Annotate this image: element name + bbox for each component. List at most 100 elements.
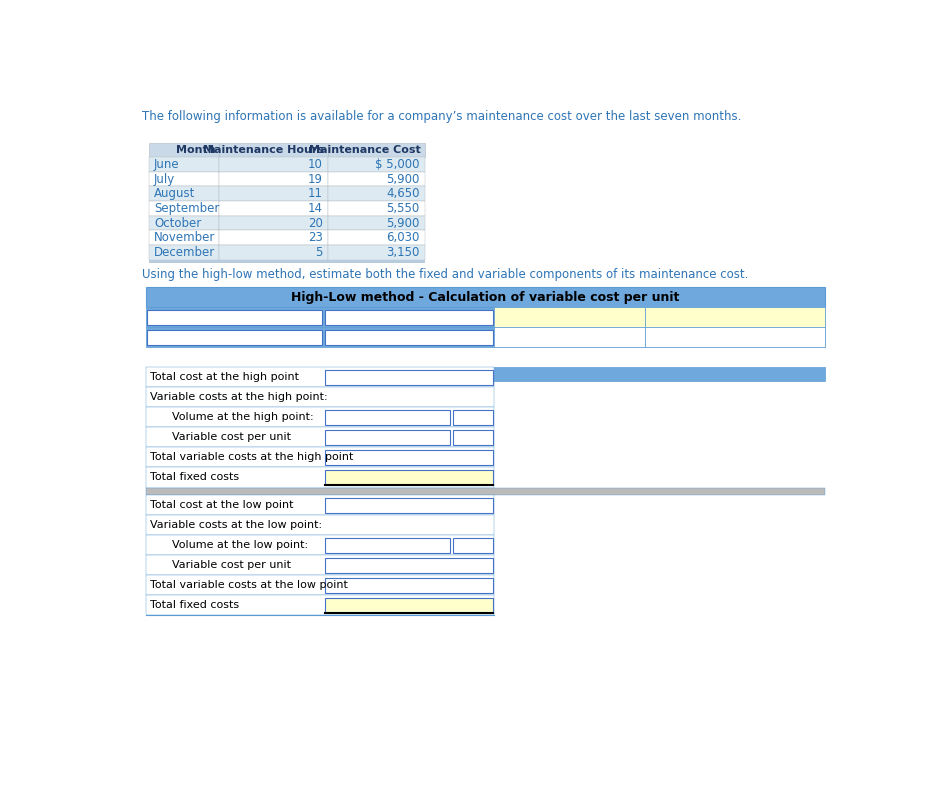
Bar: [494, 536, 825, 555]
Bar: [146, 555, 494, 575]
Bar: [326, 498, 492, 513]
Bar: [146, 515, 494, 536]
Bar: [146, 536, 494, 555]
Text: 6,030: 6,030: [386, 231, 420, 244]
Bar: [328, 216, 424, 231]
Bar: [326, 410, 450, 425]
Text: 19: 19: [308, 172, 323, 186]
Bar: [326, 558, 492, 573]
Bar: [494, 596, 825, 615]
Text: High-Low method - Calculation of variable cost per unit: High-Low method - Calculation of variabl…: [291, 291, 680, 304]
Bar: [150, 216, 219, 231]
Text: Volume at the high point:: Volume at the high point:: [171, 412, 313, 423]
Bar: [146, 288, 825, 307]
Bar: [219, 171, 328, 186]
Text: Variable cost per unit: Variable cost per unit: [171, 560, 291, 570]
Bar: [494, 427, 825, 447]
Bar: [146, 367, 825, 382]
Text: 3,150: 3,150: [386, 246, 420, 259]
Bar: [328, 201, 424, 216]
Text: November: November: [154, 231, 215, 244]
Text: Total variable costs at the low point: Total variable costs at the low point: [151, 581, 348, 590]
Bar: [219, 186, 328, 201]
Text: Total cost at the high point: Total cost at the high point: [151, 372, 299, 382]
Bar: [150, 171, 219, 186]
Bar: [326, 537, 450, 553]
Text: October: October: [154, 216, 202, 230]
Bar: [494, 408, 825, 427]
Bar: [146, 367, 494, 387]
Text: 23: 23: [308, 231, 323, 244]
Bar: [645, 327, 825, 348]
Bar: [146, 596, 494, 615]
Bar: [328, 245, 424, 260]
Bar: [494, 555, 825, 575]
Bar: [150, 245, 219, 260]
Bar: [326, 450, 492, 465]
Bar: [326, 470, 492, 485]
Text: Total variable costs at the high point: Total variable costs at the high point: [151, 453, 353, 462]
Text: June: June: [154, 158, 180, 171]
Text: Maintenance Hours: Maintenance Hours: [203, 145, 324, 155]
Text: 4,650: 4,650: [386, 187, 420, 200]
Text: 5,900: 5,900: [386, 172, 420, 186]
Text: Volume at the low point:: Volume at the low point:: [171, 540, 308, 551]
Text: September: September: [154, 202, 220, 215]
Text: 5: 5: [315, 246, 323, 259]
Bar: [494, 447, 825, 468]
Text: July: July: [154, 172, 175, 186]
Bar: [645, 307, 825, 327]
Bar: [328, 186, 424, 201]
Bar: [494, 575, 825, 596]
Text: 11: 11: [308, 187, 323, 200]
Bar: [146, 307, 825, 327]
Bar: [146, 427, 494, 447]
Bar: [454, 537, 492, 553]
Bar: [146, 447, 494, 468]
Text: The following information is available for a company’s maintenance cost over the: The following information is available f…: [142, 110, 741, 123]
Bar: [146, 575, 494, 596]
Bar: [147, 329, 322, 345]
Text: Using the high-low method, estimate both the fixed and variable components of it: Using the high-low method, estimate both…: [142, 269, 748, 281]
Text: December: December: [154, 246, 215, 259]
Bar: [219, 216, 328, 231]
Text: Total fixed costs: Total fixed costs: [151, 600, 240, 611]
Bar: [219, 142, 328, 157]
Text: Month: Month: [175, 145, 215, 155]
Bar: [326, 310, 492, 325]
Bar: [328, 142, 424, 157]
Bar: [326, 577, 492, 593]
Bar: [146, 387, 494, 408]
Text: Variable costs at the high point:: Variable costs at the high point:: [151, 393, 328, 402]
Text: Variable cost per unit: Variable cost per unit: [171, 432, 291, 442]
Bar: [494, 515, 825, 536]
Bar: [454, 430, 492, 445]
Bar: [150, 157, 219, 171]
Bar: [494, 495, 825, 515]
Text: 5,900: 5,900: [386, 216, 420, 230]
Bar: [150, 142, 219, 157]
Bar: [146, 327, 825, 348]
Bar: [328, 157, 424, 171]
Bar: [146, 408, 494, 427]
Text: Total fixed costs: Total fixed costs: [151, 472, 240, 483]
Text: August: August: [154, 187, 195, 200]
Bar: [328, 171, 424, 186]
Bar: [150, 231, 219, 245]
Bar: [494, 468, 825, 487]
Bar: [219, 157, 328, 171]
Bar: [146, 495, 494, 515]
Bar: [494, 367, 825, 387]
Bar: [494, 307, 645, 327]
Bar: [326, 430, 450, 445]
Bar: [326, 329, 492, 345]
Bar: [147, 310, 322, 325]
Bar: [326, 597, 492, 613]
Bar: [219, 231, 328, 245]
Bar: [326, 370, 492, 385]
Bar: [150, 260, 424, 262]
Bar: [328, 231, 424, 245]
Bar: [454, 410, 492, 425]
Bar: [150, 186, 219, 201]
Bar: [150, 201, 219, 216]
